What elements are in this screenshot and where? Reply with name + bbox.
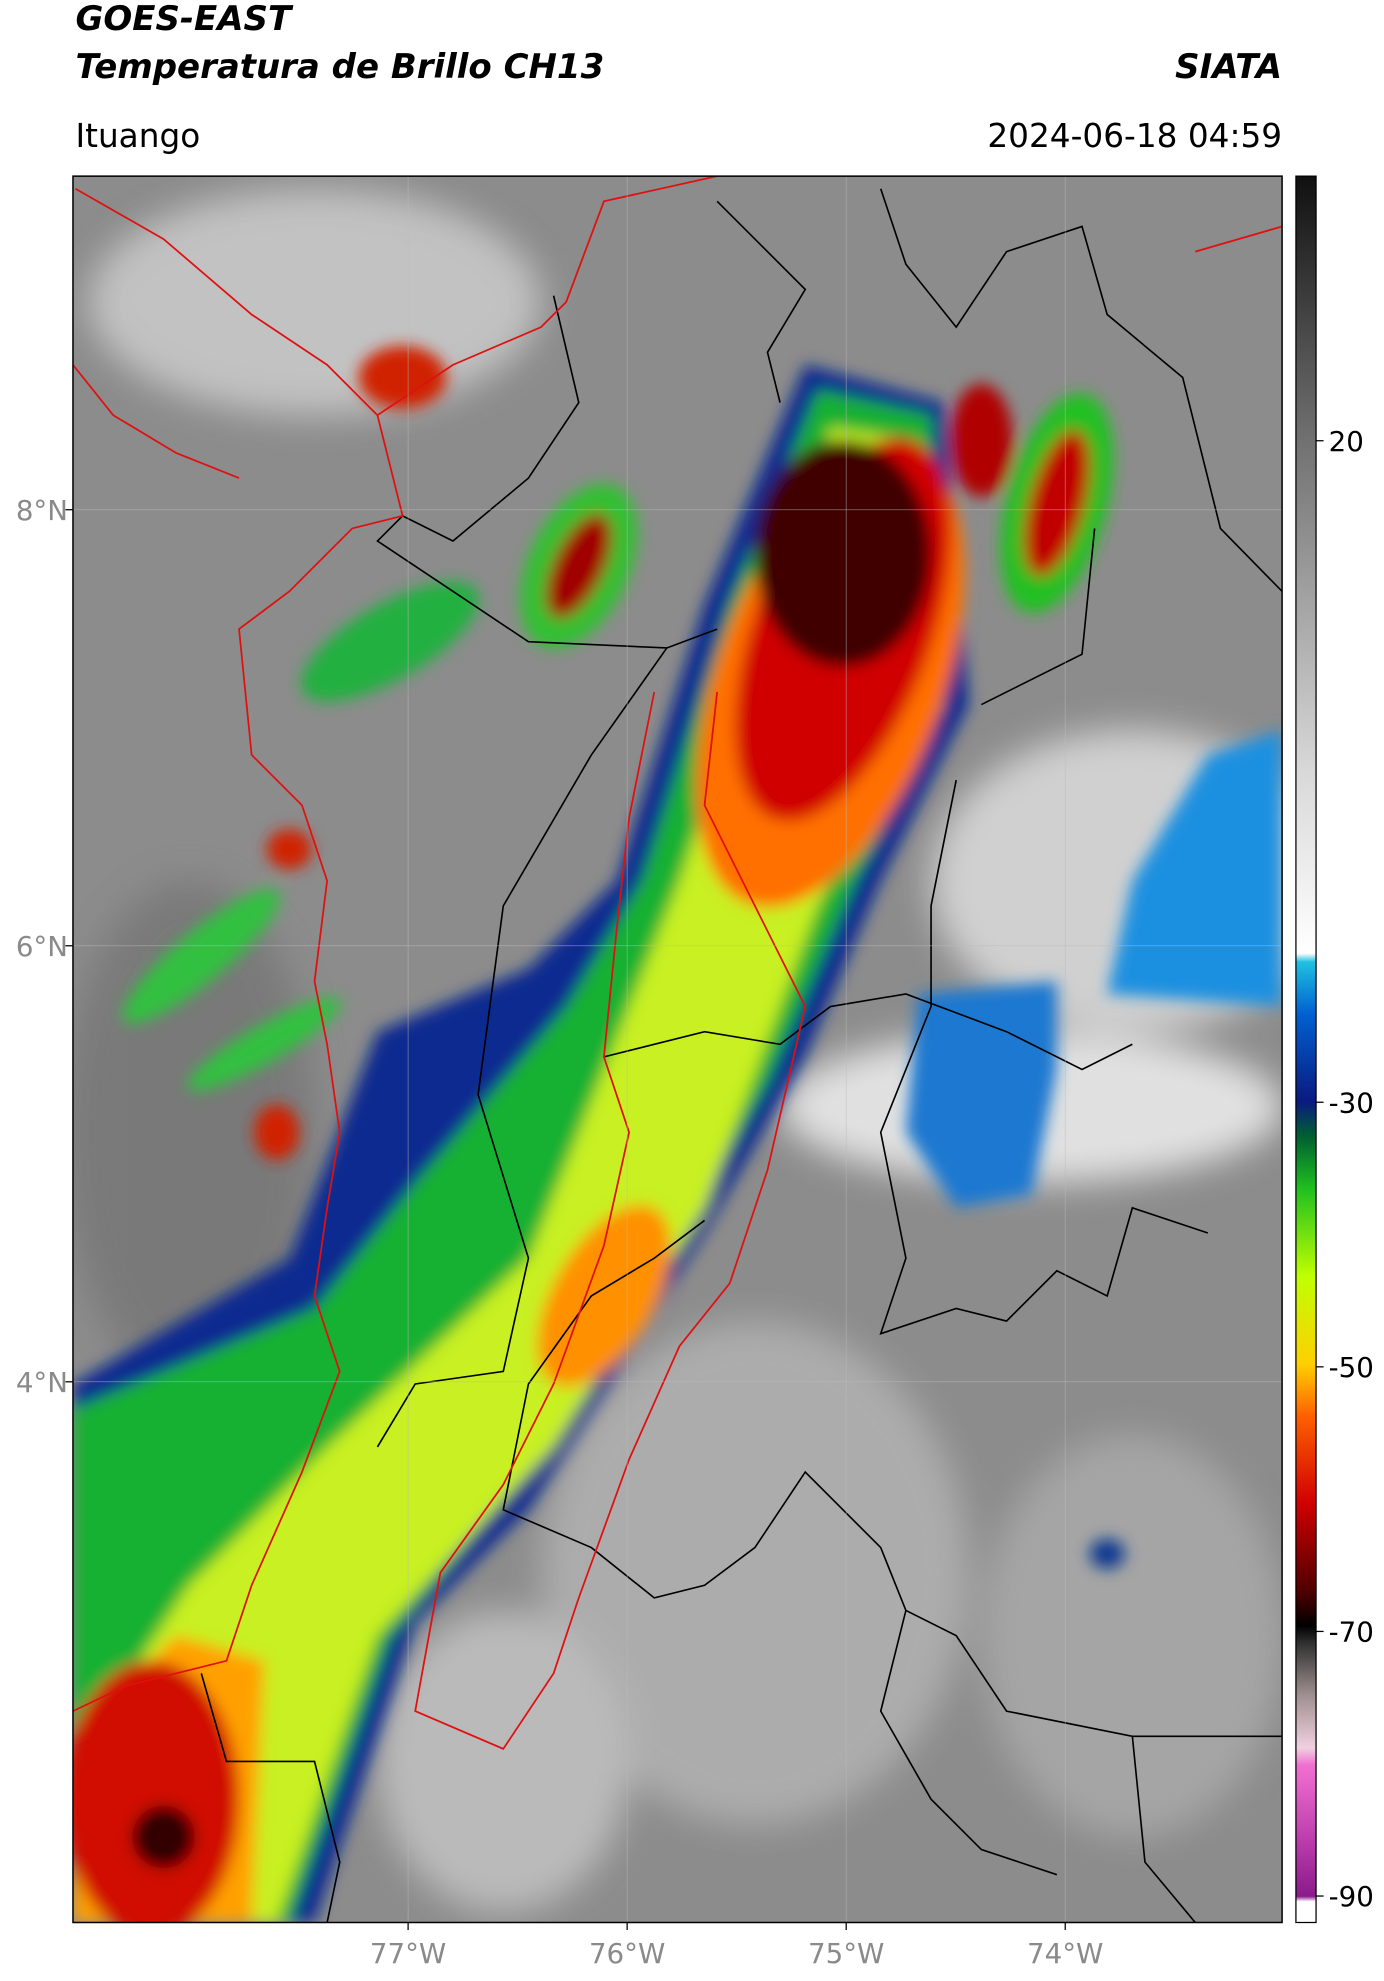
x-tick-label: 74°W xyxy=(1027,1937,1103,1970)
x-tick-label: 75°W xyxy=(808,1937,884,1970)
colorbar-label: -50 xyxy=(1329,1351,1374,1384)
colorbar-label: 20 xyxy=(1329,425,1364,458)
colorbar xyxy=(1295,175,1317,1924)
y-tick-label: 8°N xyxy=(16,494,68,527)
x-tick-label: 77°W xyxy=(370,1937,446,1970)
location: Ituango xyxy=(75,117,200,155)
map-frame xyxy=(72,175,1283,1924)
colorbar-label: -90 xyxy=(1329,1880,1374,1913)
x-tick-label: 76°W xyxy=(589,1937,665,1970)
satellite-image xyxy=(72,176,1283,1923)
colorbar-label: -70 xyxy=(1329,1616,1374,1649)
colorbar-label: -30 xyxy=(1329,1086,1374,1119)
map-grid xyxy=(72,176,1283,1923)
title: GOES-EAST xyxy=(75,0,293,39)
datetime: 2024-06-18 04:59 xyxy=(987,117,1282,155)
y-tick-label: 6°N xyxy=(16,930,68,963)
brand: SIATA xyxy=(1175,47,1282,87)
y-tick-label: 4°N xyxy=(16,1366,68,1399)
subtitle: Temperatura de Brillo CH13 xyxy=(75,47,604,87)
